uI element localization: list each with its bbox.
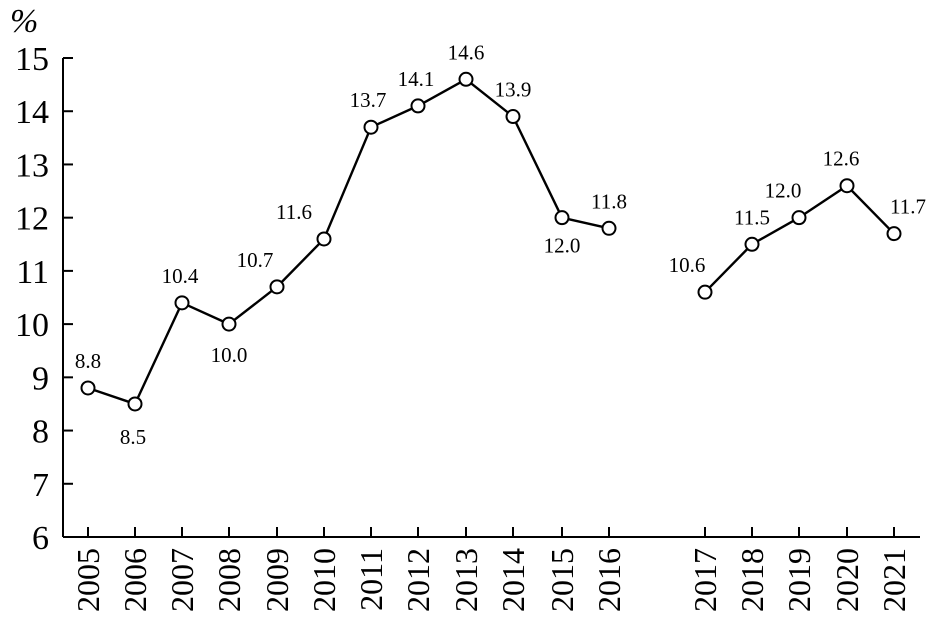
x-tick-label: 2016 xyxy=(591,548,627,612)
data-point xyxy=(127,396,143,412)
x-tick-label: 2005 xyxy=(70,548,106,612)
series-layer xyxy=(80,71,902,412)
data-label: 12.0 xyxy=(544,234,581,258)
data-label: 10.6 xyxy=(669,253,706,277)
x-tick-label: 2014 xyxy=(495,548,531,612)
y-tick-label: 12 xyxy=(15,201,49,238)
data-label: 11.6 xyxy=(276,200,312,224)
data-point xyxy=(269,279,285,295)
data-label: 11.8 xyxy=(591,189,627,213)
data-label: 14.6 xyxy=(448,40,485,64)
data-label: 8.5 xyxy=(120,425,146,449)
data-label: 12.6 xyxy=(823,147,860,171)
data-point xyxy=(505,109,521,125)
x-tick-label: 2018 xyxy=(734,548,770,612)
x-tick-label: 2010 xyxy=(306,548,342,612)
labels-layer: 8.8 8.5 10.4 10.0 10.711.6 13.7 14.1 14.6 13.9 12… xyxy=(75,40,926,449)
data-point xyxy=(886,226,902,242)
data-label: 8.8 xyxy=(75,349,101,373)
x-tick-label: 2007 xyxy=(164,548,200,612)
y-tick-label: 6 xyxy=(32,520,49,557)
x-tick-label: 2020 xyxy=(829,548,865,612)
x-tick-label: 2017 xyxy=(687,548,723,612)
y-tick-label: 14 xyxy=(15,94,49,131)
x-tick-label: 2008 xyxy=(211,548,247,612)
data-label: 10.4 xyxy=(162,264,199,288)
data-point xyxy=(80,380,96,396)
data-point xyxy=(744,236,760,252)
y-tick-label: 8 xyxy=(32,414,49,451)
data-label: 12.0 xyxy=(765,179,802,203)
x-tick-label: 2011 xyxy=(353,548,389,611)
data-label: 10.7 xyxy=(237,248,274,272)
data-label: 11.7 xyxy=(890,195,926,219)
series-line-1 xyxy=(86,78,611,406)
data-point xyxy=(316,231,332,247)
data-point xyxy=(458,71,474,87)
y-tick-label: 9 xyxy=(32,360,49,397)
x-tick-label: 2021 xyxy=(876,548,912,612)
data-label: 11.5 xyxy=(734,205,770,229)
data-point xyxy=(697,284,713,300)
data-point xyxy=(363,119,379,135)
y-tick-label: 15 xyxy=(15,41,49,78)
x-tick-label: 2013 xyxy=(448,548,484,612)
x-tick-label: 2012 xyxy=(400,548,436,612)
x-tick-label: 2009 xyxy=(259,548,295,612)
data-point xyxy=(839,178,855,194)
x-tick-label: 2006 xyxy=(117,548,153,612)
y-tick-label: 13 xyxy=(15,147,49,184)
data-label: 13.7 xyxy=(350,88,387,112)
x-tick-label: 2019 xyxy=(781,548,817,612)
y-tick-label: 11 xyxy=(16,254,49,291)
data-label: 13.9 xyxy=(495,78,532,102)
data-label: 14.1 xyxy=(398,67,435,91)
unit-label: % xyxy=(10,3,38,40)
data-point xyxy=(174,295,190,311)
x-tick-label: 2015 xyxy=(544,548,580,612)
data-point xyxy=(601,220,617,236)
data-point xyxy=(554,210,570,226)
data-label: 10.0 xyxy=(211,343,248,367)
data-point xyxy=(791,210,807,226)
data-point xyxy=(410,98,426,114)
y-tick-label: 10 xyxy=(15,307,49,344)
ticks-layer: 6 7 8 9 10 11 12 13 14 15 2005 2006 2007 2008 2009 2010… xyxy=(15,41,912,612)
y-tick-label: 7 xyxy=(32,467,49,504)
data-point xyxy=(221,316,237,332)
